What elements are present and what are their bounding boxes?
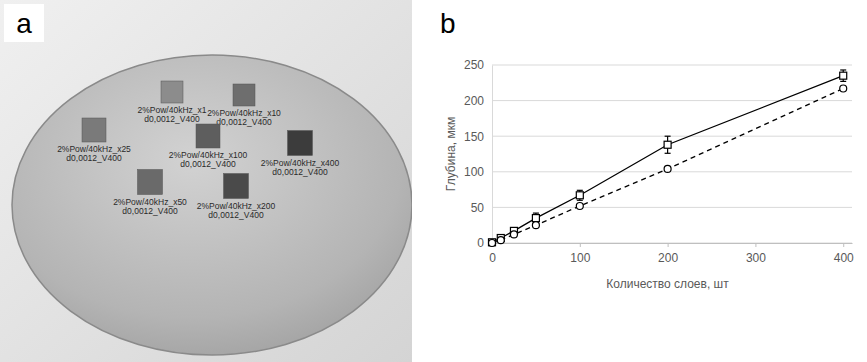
series [489,70,847,246]
error-bar-cap [577,190,583,191]
sample-label: 2%Pow/40kHz_x200d0,0012_V400 [197,201,276,220]
photo-panel: 2%Pow/40kHz_x1d0,0012_V400 2%Pow/40kHz_x1… [0,0,412,362]
sample-label-line: d0,0012_V400 [180,159,236,169]
x-tick: 300 [746,243,766,265]
processed-square [161,81,183,103]
y-tick: 100 [464,165,492,179]
x-axis-title: Количество слоев, шт [606,277,729,291]
plot-area [489,70,847,247]
series-line [492,76,843,243]
grid-line [492,171,852,172]
series-line [492,88,843,243]
y-axis: 0 50 100 150 200 250 [464,58,493,250]
marker [489,239,496,246]
sample-label-line: d0,0012_V400 [208,210,264,220]
sample-label-line: d0,0012_V400 [272,167,328,177]
y-tick: 150 [464,130,492,144]
x-tick-label: 0 [489,251,496,265]
x-tick: 400 [834,243,854,265]
x-tick-mark [668,243,669,247]
marker [510,231,517,238]
sample-label-line: d0,0012_V400 [122,206,178,216]
x-axis-line [493,243,853,244]
x-tick-mark [843,243,844,247]
sample-label: 2%Pow/40kHz_x400d0,0012_V400 [261,158,340,177]
processed-square [233,84,255,106]
error-bar-cap [577,200,583,201]
error-bar-cap [665,136,671,137]
sample-label: 2%Pow/40kHz_x25d0,0012_V400 [57,144,131,163]
marker [664,165,671,172]
grid-line [492,100,852,101]
x-tick-mark [580,243,581,247]
processed-square [288,131,313,156]
x-axis: 0 100 200 300 400 [489,243,854,265]
y-tick-label: 0 [477,236,484,250]
x-tick-label: 200 [658,251,678,265]
marker [497,237,504,244]
grid-line [492,207,852,208]
sample-label: 2%Pow/40kHz_x1d0,0012_V400 [138,105,207,124]
chart: 0 100 200 300 400 0 50 100 150 200 250 Количество с… [444,58,854,291]
grid [492,65,852,243]
y-tick-label: 250 [464,58,484,72]
x-tick-label: 400 [834,251,854,265]
marker [576,192,583,199]
x-tick-label: 300 [746,251,766,265]
marker [840,72,847,79]
y-tick: 250 [464,58,492,72]
grid-line [492,65,852,66]
panel-label-box [4,4,44,42]
sample-label-line: d0,0012_V400 [144,114,200,124]
error-bar-cap [840,69,846,70]
marker [840,85,847,92]
y-tick-label: 200 [464,94,484,108]
grid-line [492,136,852,137]
marker [532,222,539,229]
marker [576,202,583,209]
panel-label: b [440,8,456,39]
y-tick-label: 50 [471,201,485,215]
grid-line [492,243,852,244]
y-tick: 200 [464,94,492,108]
panel-label: a [16,8,32,39]
marker [532,215,539,222]
sample-label: 2%Pow/40kHz_x100d0,0012_V400 [169,150,248,169]
sample-label-line: d0,0012_V400 [216,117,272,127]
y-tick-label: 150 [464,130,484,144]
x-tick: 200 [658,243,678,265]
x-tick-mark [755,243,756,247]
marker [664,141,671,148]
error-bar-cap [665,153,671,154]
x-tick: 100 [570,243,590,265]
y-tick: 50 [471,201,492,215]
sample-label: 2%Pow/40kHz_x50d0,0012_V400 [113,197,187,216]
processed-square [196,124,220,148]
y-tick-label: 100 [464,165,484,179]
processed-square [138,170,163,195]
marker [489,240,496,247]
error-bar-cap [840,81,846,82]
error-bar-cap [533,212,539,213]
y-axis-title: Глубина, мкм [444,117,458,191]
figure: 2%Pow/40kHz_x1d0,0012_V400 2%Pow/40kHz_x1… [0,0,867,362]
metal-disk [12,55,412,355]
photo-background [0,0,412,362]
processed-square [82,118,106,142]
sample-label-line: d0,0012_V400 [66,153,122,163]
y-axis-line [492,66,493,244]
x-tick-label: 100 [570,251,590,265]
processed-square [224,174,249,199]
series [489,85,847,247]
